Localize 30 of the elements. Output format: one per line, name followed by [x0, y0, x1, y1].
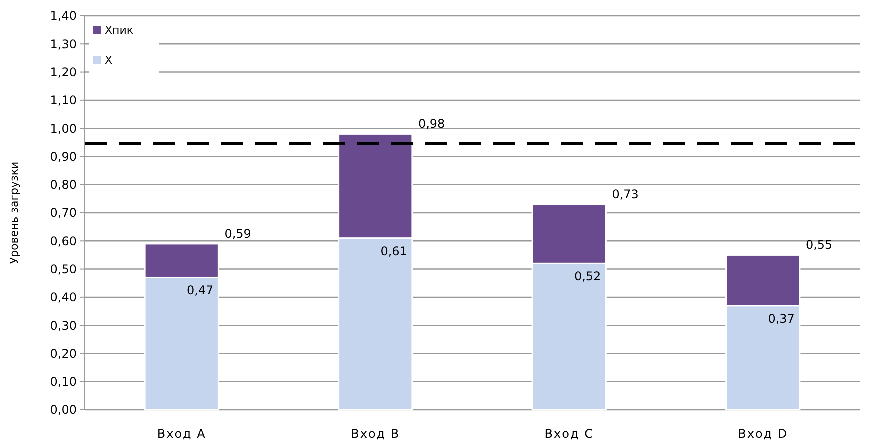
legend-label: Х: [105, 54, 113, 67]
y-tick-label: 0,70: [50, 206, 77, 220]
y-tick-label: 0,20: [50, 346, 77, 361]
y-tick-label: 0,40: [50, 290, 77, 305]
data-label: 0,61: [380, 244, 408, 258]
x-tick-label: Вход B: [351, 427, 400, 441]
y-tick-label: 0,60: [50, 234, 77, 248]
y-tick-label: 1,00: [50, 122, 77, 136]
total-label: 0,73: [612, 188, 639, 202]
y-tick-label: 0,00: [50, 403, 77, 418]
legend-label: Хпик: [105, 24, 134, 37]
y-tick-label: 1,10: [50, 94, 77, 108]
y-tick-label: 0,90: [50, 150, 77, 164]
data-label: 0,52: [574, 270, 602, 284]
x-tick-label: Вход A: [157, 427, 206, 441]
total-label: 0,98: [418, 117, 446, 132]
x-tick-label: Вход D: [738, 427, 788, 441]
y-tick-label: 0,80: [50, 178, 77, 192]
total-label: 0,59: [224, 226, 252, 241]
y-axis-title: Уровень загрузки: [8, 162, 21, 264]
y-tick-label: 0,50: [50, 262, 77, 276]
x-tick-label: Вход C: [544, 427, 594, 441]
y-tick-label: 1,20: [50, 65, 77, 80]
y-tick-label: 0,10: [50, 375, 77, 390]
total-label: 0,55: [806, 238, 833, 252]
y-tick-label: 1,40: [50, 9, 77, 24]
y-tick-label: 0,30: [50, 318, 77, 333]
data-label: 0,47: [186, 284, 214, 298]
data-label: 0,37: [768, 312, 795, 326]
y-tick-label: 1,30: [50, 37, 77, 52]
